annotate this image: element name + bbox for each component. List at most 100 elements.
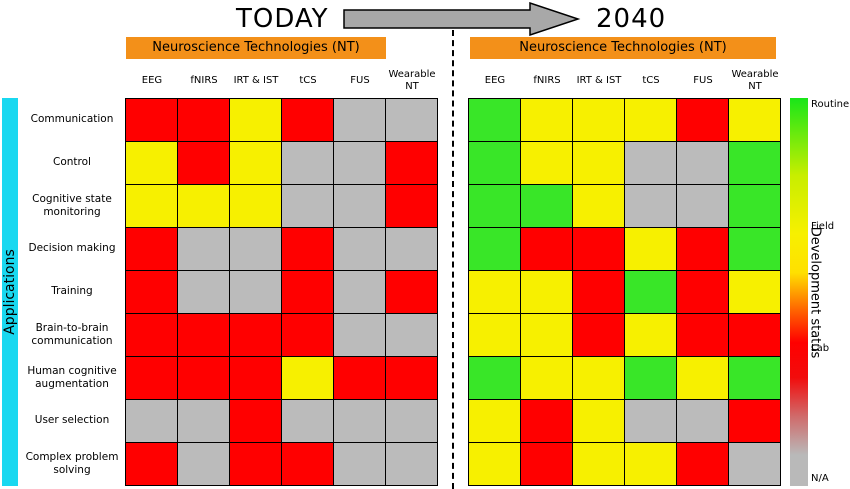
status-cell-lab <box>282 99 334 142</box>
status-grid-today <box>125 98 438 486</box>
status-cell-na <box>282 142 334 185</box>
status-cell-na <box>126 400 178 443</box>
tech-header: FUS <box>693 75 713 86</box>
status-cell-lab <box>729 314 781 357</box>
status-cell-na <box>282 400 334 443</box>
tech-header: FUS <box>350 75 370 86</box>
status-cell-na <box>677 142 729 185</box>
status-cell-field <box>282 357 334 400</box>
status-cell-na <box>334 443 386 486</box>
tech-header: fNIRS <box>190 75 218 86</box>
status-cell-lab <box>677 99 729 142</box>
status-cell-na <box>677 185 729 228</box>
status-cell-lab <box>126 271 178 314</box>
status-cell-routine <box>729 142 781 185</box>
status-cell-na <box>178 400 230 443</box>
status-cell-field <box>521 271 573 314</box>
nt-banner-today: Neuroscience Technologies (NT) <box>126 37 386 59</box>
status-cell-na <box>230 228 282 271</box>
status-cell-field <box>573 357 625 400</box>
status-cell-na <box>625 400 677 443</box>
status-cell-lab <box>126 99 178 142</box>
status-cell-field <box>469 400 521 443</box>
status-cell-field <box>625 99 677 142</box>
status-cell-lab <box>386 357 438 400</box>
legend-tick-lab: Lab <box>811 343 830 354</box>
status-cell-lab <box>178 142 230 185</box>
application-label: Training <box>51 285 93 297</box>
status-cell-lab <box>126 228 178 271</box>
status-cell-lab <box>677 271 729 314</box>
status-cell-routine <box>469 228 521 271</box>
status-cell-lab <box>126 443 178 486</box>
status-cell-lab <box>573 228 625 271</box>
status-cell-field <box>126 142 178 185</box>
application-label: Brain-to-brain communication <box>31 321 113 347</box>
legend-tick-routine: Routine <box>811 99 850 110</box>
tech-header: EEG <box>484 75 506 86</box>
status-cell-lab <box>230 314 282 357</box>
status-cell-na <box>386 443 438 486</box>
status-cell-lab <box>230 357 282 400</box>
status-cell-field <box>469 314 521 357</box>
status-cell-na <box>334 314 386 357</box>
status-cell-routine <box>469 99 521 142</box>
status-cell-lab <box>282 228 334 271</box>
status-cell-field <box>573 142 625 185</box>
status-cell-lab <box>126 314 178 357</box>
tech-header: Wearable NT <box>388 69 436 92</box>
application-label: User selection <box>34 414 110 426</box>
status-cell-field <box>625 228 677 271</box>
status-cell-lab <box>334 357 386 400</box>
legend-tick-na: N/A <box>811 473 829 484</box>
tech-header: tCS <box>299 75 317 86</box>
application-label: Control <box>53 156 91 168</box>
status-cell-na <box>334 400 386 443</box>
status-cell-routine <box>625 271 677 314</box>
application-label: Cognitive state monitoring <box>32 192 112 218</box>
application-labels: Communication Control Cognitive state mo… <box>20 98 124 485</box>
applications-label: Applications <box>2 249 18 335</box>
status-cell-na <box>334 142 386 185</box>
status-cell-field <box>230 185 282 228</box>
status-cell-field <box>573 99 625 142</box>
status-cell-routine <box>521 185 573 228</box>
status-cell-field <box>573 185 625 228</box>
status-cell-na <box>334 228 386 271</box>
status-cell-field <box>729 271 781 314</box>
nt-banner-2040: Neuroscience Technologies (NT) <box>470 37 776 59</box>
status-grid-2040 <box>468 98 781 486</box>
status-cell-lab <box>126 357 178 400</box>
tech-header: fNIRS <box>533 75 561 86</box>
application-label: Complex problem solving <box>25 450 119 476</box>
status-cell-field <box>521 357 573 400</box>
development-status-colorbar <box>790 98 808 486</box>
status-cell-field <box>573 443 625 486</box>
status-cell-field <box>677 357 729 400</box>
application-label: Decision making <box>28 242 116 254</box>
status-cell-field <box>178 185 230 228</box>
status-cell-field <box>521 142 573 185</box>
status-cell-na <box>282 185 334 228</box>
status-cell-na <box>334 185 386 228</box>
status-cell-lab <box>729 400 781 443</box>
status-cell-lab <box>677 443 729 486</box>
status-cell-routine <box>469 142 521 185</box>
tech-header: tCS <box>642 75 660 86</box>
status-cell-field <box>469 443 521 486</box>
timeline-arrow-icon <box>343 2 581 36</box>
status-cell-lab <box>282 314 334 357</box>
tech-headers-today: EEG fNIRS IRT & IST tCS FUS Wearable NT <box>126 66 438 96</box>
status-cell-field <box>126 185 178 228</box>
status-cell-lab <box>230 400 282 443</box>
status-cell-na <box>230 271 282 314</box>
application-label: Communication <box>30 113 114 125</box>
status-cell-routine <box>729 185 781 228</box>
status-cell-lab <box>178 357 230 400</box>
tech-header: IRT & IST <box>233 75 279 86</box>
status-cell-na <box>178 228 230 271</box>
status-cell-na <box>178 271 230 314</box>
status-cell-field <box>521 99 573 142</box>
status-cell-lab <box>521 443 573 486</box>
status-cell-field <box>521 314 573 357</box>
